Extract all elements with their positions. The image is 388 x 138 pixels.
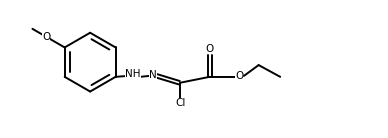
Text: NH: NH [125, 69, 141, 79]
Text: O: O [235, 71, 243, 81]
Text: N: N [149, 70, 157, 80]
Text: Cl: Cl [175, 98, 185, 108]
Text: O: O [42, 32, 50, 42]
Text: O: O [206, 44, 214, 54]
